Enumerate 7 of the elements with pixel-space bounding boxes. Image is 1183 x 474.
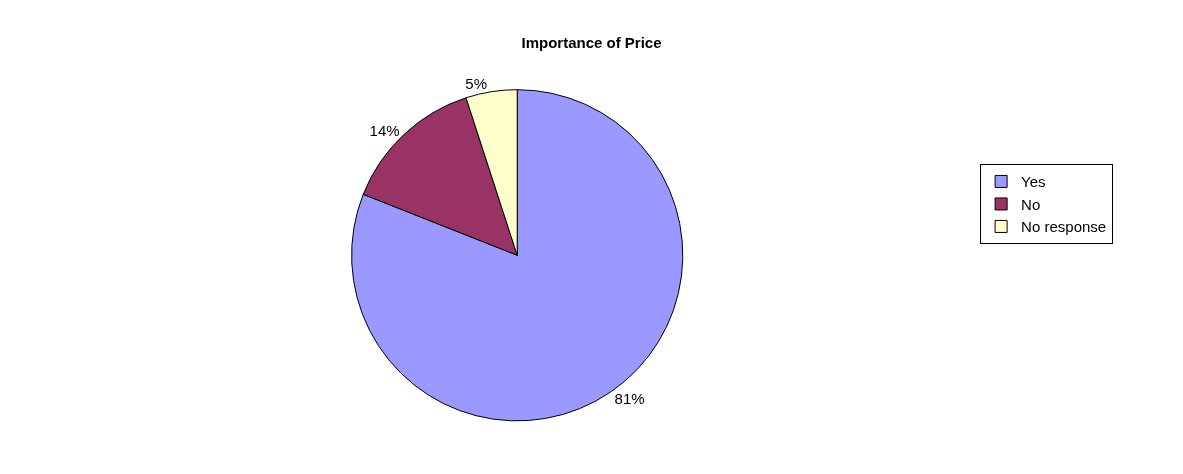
data-label: 5% bbox=[465, 74, 488, 92]
legend-label: No response bbox=[1021, 218, 1107, 236]
legend-label: No bbox=[1021, 195, 1041, 213]
legend-label: Yes bbox=[1021, 173, 1046, 191]
data-label: 81% bbox=[614, 389, 645, 407]
data-label: 14% bbox=[369, 121, 400, 139]
chart-title: Importance of Price bbox=[521, 34, 662, 52]
